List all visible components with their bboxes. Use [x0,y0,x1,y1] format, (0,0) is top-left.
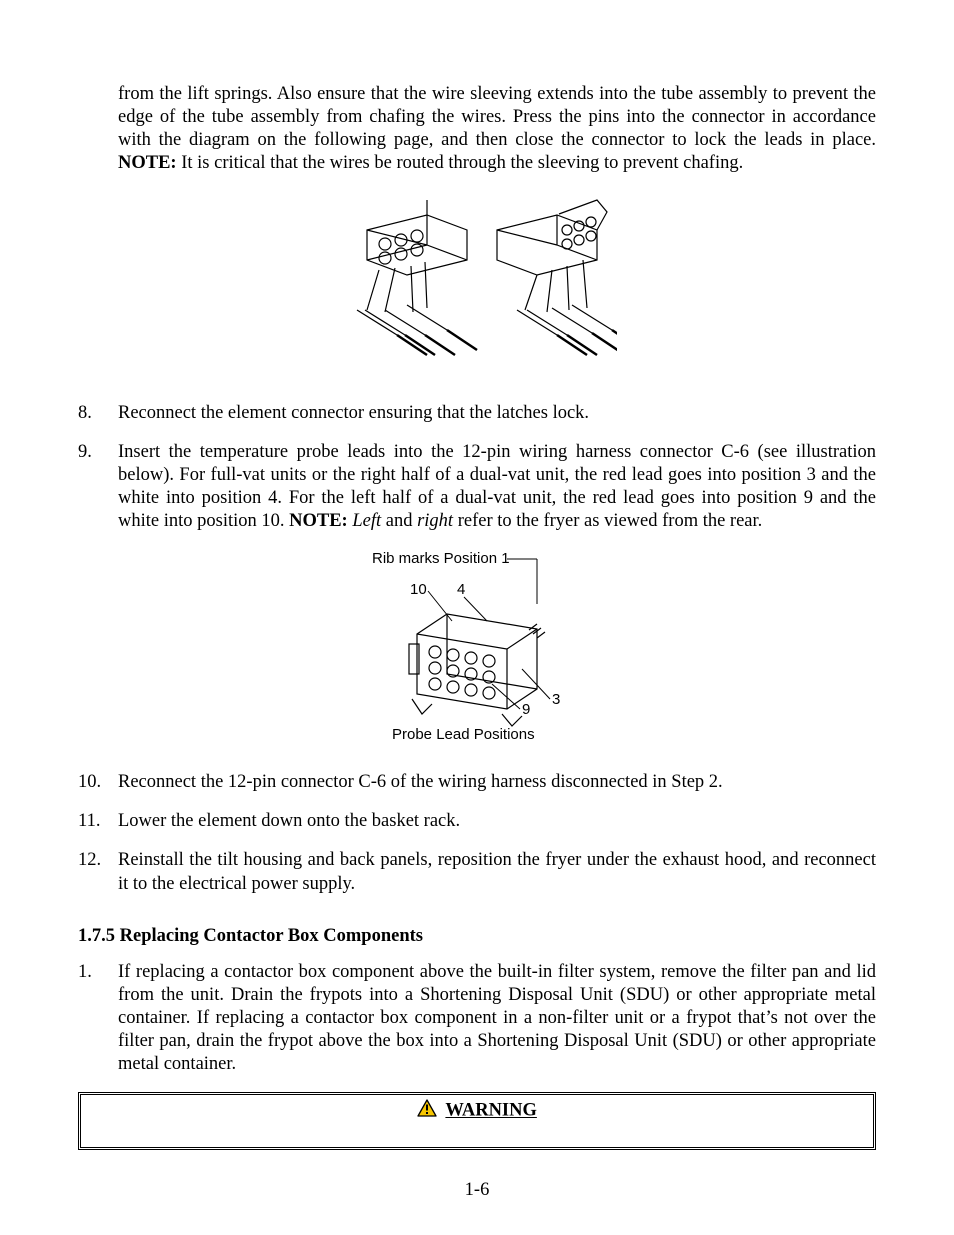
step-9-left: Left [352,511,381,531]
warning-icon [417,1099,437,1123]
intro-text: from the lift springs. Also ensure that … [118,84,876,150]
d2-cb-10: 10 [410,581,427,598]
step-8: 8. Reconnect the element connector ensur… [78,402,876,425]
intro-note-label: NOTE: [118,153,177,173]
step-8-num: 8. [78,402,118,425]
steps-10-12: 10. Reconnect the 12-pin connector C-6 o… [78,771,876,896]
step-12-text: Reinstall the tilt housing and back pane… [118,849,876,895]
warning-box: WARNING [78,1092,876,1150]
step-9-mid: and [381,511,417,531]
step-9-after: refer to the fryer as viewed from the re… [453,511,762,531]
section-heading-1-7-5: 1.7.5 Replacing Contactor Box Components [78,926,876,947]
d2-cb-9: 9 [522,701,530,718]
step-10: 10. Reconnect the 12-pin connector C-6 o… [78,771,876,794]
page: from the lift springs. Also ensure that … [0,0,954,1235]
step-9-text: Insert the temperature probe leads into … [118,441,876,534]
connector-sleeving-diagram [337,190,617,380]
intro-paragraph: from the lift springs. Also ensure that … [118,83,876,176]
steps-c: 1. If replacing a contactor box componen… [78,961,876,1077]
page-number: 1-6 [0,1180,954,1201]
step-10-text: Reconnect the 12-pin connector C-6 of th… [118,771,876,794]
warning-header: WARNING [91,1099,863,1123]
step-11: 11. Lower the element down onto the bask… [78,810,876,833]
step-9-right: right [417,511,453,531]
step-12-num: 12. [78,849,118,895]
step-c-1: 1. If replacing a contactor box componen… [78,961,876,1077]
probe-lead-positions-diagram: Rib marks Position 1 10 4 9 3 Probe Lead… [362,549,592,749]
step-12: 12. Reinstall the tilt housing and back … [78,849,876,895]
step-9: 9. Insert the temperature probe leads in… [78,441,876,534]
step-c-1-num: 1. [78,961,118,1077]
warning-label: WARNING [445,1101,536,1121]
step-9-num: 9. [78,441,118,534]
step-11-text: Lower the element down onto the basket r… [118,810,876,833]
d2-cb-4: 4 [457,581,465,598]
step-11-num: 11. [78,810,118,833]
step-10-num: 10. [78,771,118,794]
d2-caption: Probe Lead Positions [392,726,535,743]
step-c-1-text: If replacing a contactor box component a… [118,961,876,1077]
step-8-text: Reconnect the element connector ensuring… [118,402,876,425]
d2-cb-3: 3 [552,691,560,708]
d2-rib-label: Rib marks Position 1 [372,550,510,567]
warning-body-spacer [91,1123,863,1141]
intro-note-text: It is critical that the wires be routed … [181,153,743,173]
steps-8-9: 8. Reconnect the element connector ensur… [78,402,876,534]
step-9-note-label: NOTE: [289,511,352,531]
